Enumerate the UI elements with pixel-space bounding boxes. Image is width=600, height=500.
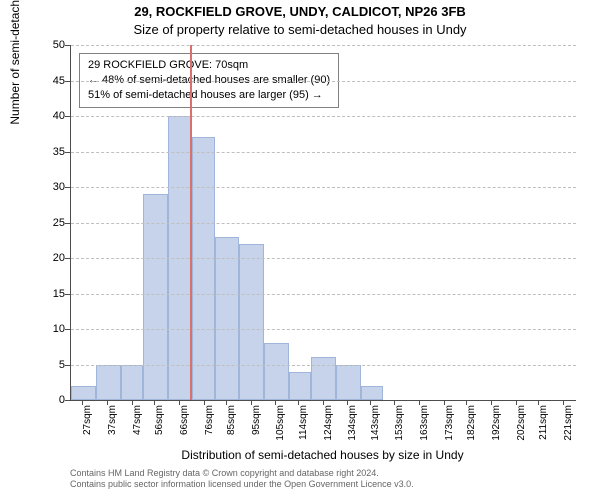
y-tick-label: 40 [40,110,65,122]
y-tick-mark [65,187,70,188]
x-tick-label: 221sqm [563,405,574,455]
chart-title-line1: 29, ROCKFIELD GROVE, UNDY, CALDICOT, NP2… [0,4,600,19]
gridline [71,223,576,224]
histogram-bar [215,237,240,400]
plot-area: 29 ROCKFIELD GROVE: 70sqm ← 48% of semi-… [70,45,576,401]
histogram-bar [121,365,143,401]
x-tick-label: 56sqm [154,405,165,455]
histogram-bar [96,365,121,401]
histogram-bar [192,137,214,400]
gridline [71,116,576,117]
gridline [71,365,576,366]
gridline [71,152,576,153]
y-tick-label: 35 [40,146,65,158]
gridline [71,258,576,259]
histogram-bar [143,194,168,400]
histogram-bar [361,386,383,400]
y-tick-mark [65,258,70,259]
x-tick-label: 76sqm [204,405,215,455]
x-tick-label: 202sqm [516,405,527,455]
x-tick-label: 66sqm [179,405,190,455]
x-tick-label: 143sqm [370,405,381,455]
x-tick-label: 37sqm [107,405,118,455]
y-tick-label: 15 [40,288,65,300]
gridline [71,45,576,46]
chart-container: 29, ROCKFIELD GROVE, UNDY, CALDICOT, NP2… [0,0,600,500]
y-tick-mark [65,223,70,224]
y-tick-label: 5 [40,359,65,371]
x-tick-label: 173sqm [444,405,455,455]
histogram-bar [336,365,361,401]
x-tick-label: 153sqm [394,405,405,455]
gridline [71,294,576,295]
copyright-line1: Contains HM Land Registry data © Crown c… [70,468,575,479]
y-tick-label: 20 [40,252,65,264]
y-tick-mark [65,400,70,401]
gridline [71,187,576,188]
marker-line [190,45,192,400]
y-tick-label: 45 [40,75,65,87]
x-tick-label: 47sqm [132,405,143,455]
histogram-bar [264,343,289,400]
x-tick-label: 114sqm [298,405,309,455]
x-tick-label: 182sqm [466,405,477,455]
x-tick-label: 95sqm [251,405,262,455]
gridline [71,81,576,82]
y-tick-mark [65,329,70,330]
x-tick-label: 134sqm [347,405,358,455]
chart-title-line2: Size of property relative to semi-detach… [0,22,600,37]
annotation-line3: 51% of semi-detached houses are larger (… [88,88,330,103]
x-tick-label: 192sqm [491,405,502,455]
histogram-bar [289,372,311,400]
x-tick-label: 85sqm [226,405,237,455]
y-tick-label: 50 [40,39,65,51]
copyright-line2: Contains public sector information licen… [70,479,575,490]
x-tick-label: 27sqm [82,405,93,455]
y-tick-mark [65,152,70,153]
histogram-bar [239,244,264,400]
x-tick-label: 163sqm [419,405,430,455]
y-tick-label: 10 [40,323,65,335]
y-tick-label: 0 [40,394,65,406]
gridline [71,329,576,330]
y-tick-mark [65,116,70,117]
y-tick-label: 30 [40,181,65,193]
y-tick-mark [65,45,70,46]
y-tick-mark [65,365,70,366]
x-tick-label: 124sqm [323,405,334,455]
annotation-line1: 29 ROCKFIELD GROVE: 70sqm [88,58,330,73]
x-tick-label: 105sqm [275,405,286,455]
y-tick-mark [65,81,70,82]
histogram-bar [71,386,96,400]
x-tick-label: 211sqm [538,405,549,455]
y-axis-title: Number of semi-detached properties [8,0,22,125]
y-tick-mark [65,294,70,295]
y-tick-label: 25 [40,217,65,229]
copyright-text: Contains HM Land Registry data © Crown c… [70,468,575,491]
